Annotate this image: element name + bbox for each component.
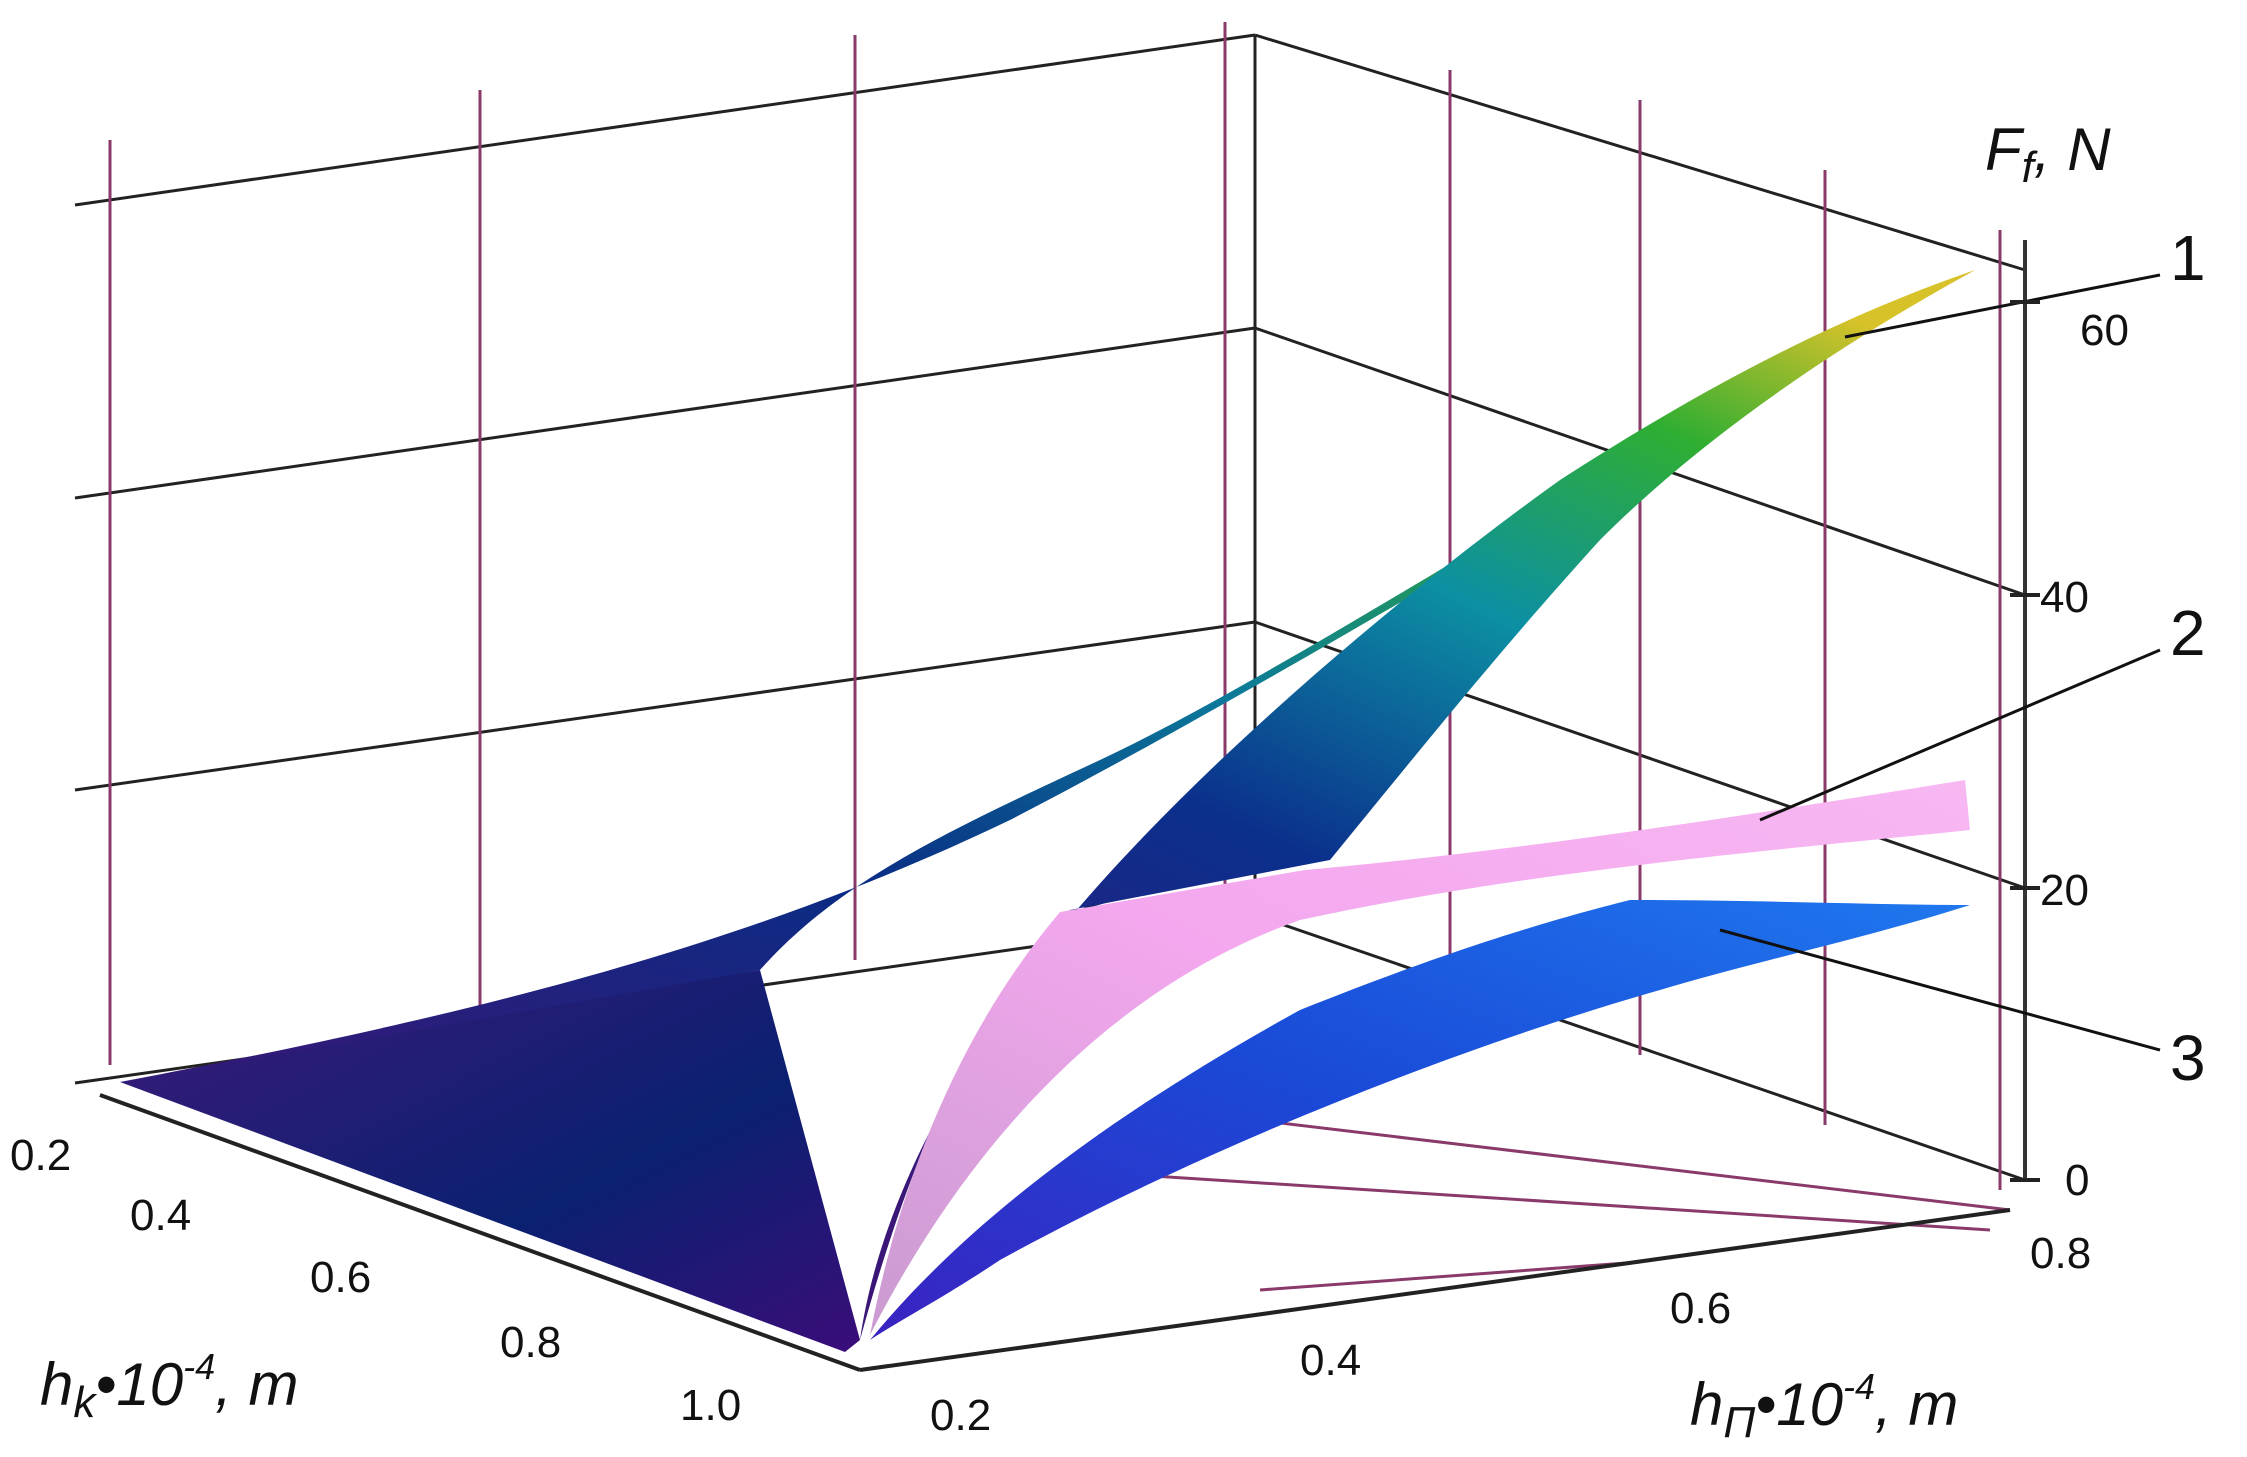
hk-axis-title-sup: -4 [183, 1346, 215, 1387]
hk-axis: 0.2 0.4 0.6 0.8 1.0 hk•10-4, m [10, 1093, 861, 1430]
hk-tick-label: 0.2 [10, 1131, 71, 1180]
hp-axis-title: hΠ•10-4, m [1690, 1366, 1958, 1447]
hp-axis-title-rest: , m [1875, 1371, 1958, 1438]
surface-3 [870, 900, 1970, 1340]
curve-label-1: 1 [2170, 222, 2206, 294]
z-axis-title: Ff, N [1985, 116, 2111, 192]
hk-axis-title-mid: •10 [95, 1351, 183, 1418]
z-axis-title-rest: , N [2034, 116, 2111, 183]
z-tick-label: 40 [2040, 573, 2089, 622]
hk-axis-title: hk•10-4, m [40, 1346, 298, 1427]
hk-axis-title-rest: , m [215, 1351, 298, 1418]
z-tick-label: 20 [2040, 866, 2089, 915]
hp-tick-label: 0.2 [930, 1391, 991, 1440]
z-axis-title-main: F [1985, 116, 2025, 183]
hk-tick-label: 0.6 [310, 1253, 371, 1302]
hp-axis-title-mid: •10 [1755, 1371, 1843, 1438]
hk-tick-label: 0.4 [130, 1191, 191, 1240]
hp-tick-label: 0.4 [1300, 1336, 1361, 1385]
label-leaders [1719, 273, 2161, 1052]
hp-axis-title-main: h [1690, 1371, 1723, 1438]
hk-axis-title-sub: k [73, 1378, 97, 1427]
hp-axis-title-sub: Π [1723, 1398, 1755, 1447]
hp-tick-label: 0.8 [2030, 1229, 2091, 1278]
hp-axis-title-sup: -4 [1843, 1366, 1875, 1407]
surface-2 [870, 780, 1970, 1335]
hp-axis: 0.2 0.4 0.6 0.8 hΠ•10-4, m [859, 1208, 2091, 1447]
curve-labels: 1 2 3 [2170, 222, 2206, 1094]
curve-label-2: 2 [2170, 597, 2206, 669]
surface-1-floor [120, 970, 860, 1352]
hk-axis-title-main: h [40, 1351, 73, 1418]
curve-label-3: 3 [2170, 1022, 2206, 1094]
z-tick-label: 60 [2080, 306, 2129, 355]
z-tick-label: 0 [2065, 1156, 2089, 1205]
hp-tick-label: 0.6 [1670, 1284, 1731, 1333]
z-axis: 0 20 40 60 Ff, N [1985, 116, 2129, 1205]
hk-tick-label: 1.0 [680, 1381, 741, 1430]
hk-tick-label: 0.8 [500, 1318, 561, 1367]
